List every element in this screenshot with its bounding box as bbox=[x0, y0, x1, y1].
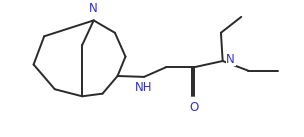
Text: NH: NH bbox=[135, 81, 153, 94]
Text: O: O bbox=[190, 101, 199, 114]
Text: N: N bbox=[89, 2, 98, 15]
Text: N: N bbox=[226, 53, 235, 66]
